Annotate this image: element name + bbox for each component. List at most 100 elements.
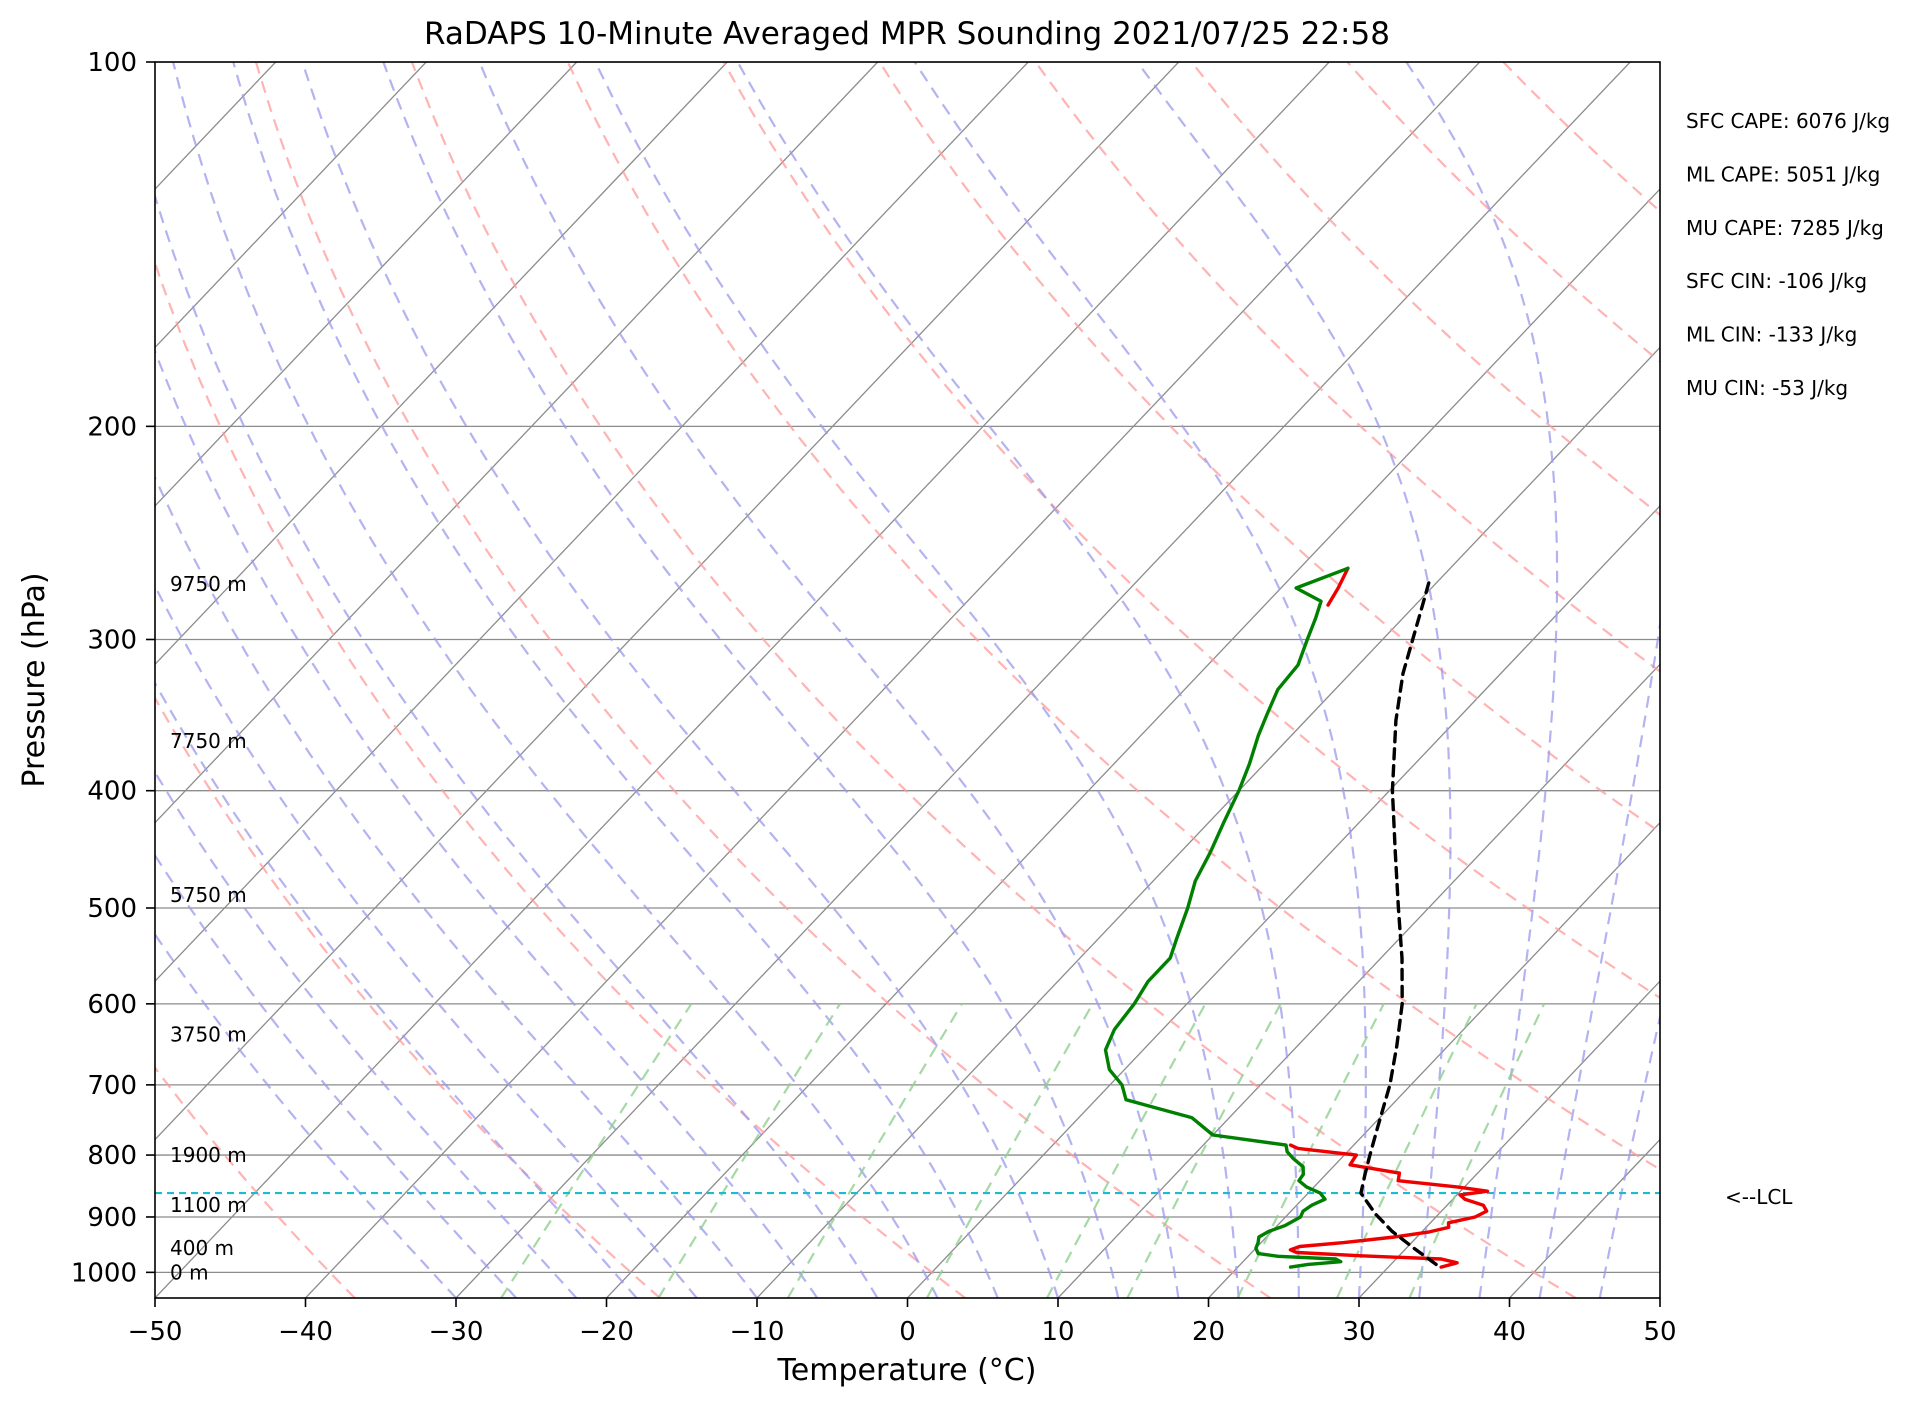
dry-adiabat-line [410,62,1577,1298]
isotherm-line [1208,821,1660,1298]
moist-adiabat-line [1136,62,1452,1298]
x-tick-label: −10 [730,1317,785,1347]
isotherm-line [155,62,1029,983]
dry-adiabat-line [1658,62,1660,65]
moist-adiabat-line [232,62,999,1298]
moist-adiabat-line [155,680,638,1298]
height-label: 1900 m [170,1143,247,1167]
x-tick-label: −40 [278,1317,333,1347]
dry-adiabat-line [155,1066,356,1298]
isotherm-line [305,62,1481,1298]
moist-adiabat-line [155,932,457,1298]
plot-frame [154,61,1661,1299]
y-tick-label: 800 [87,1141,137,1171]
isotherm-line [155,62,427,349]
x-axis-label: Temperature (°C) [777,1353,1037,1388]
mixing-ratio-line [1126,1003,1282,1298]
isotherm-line [155,62,728,666]
dry-adiabat-line [1034,62,1660,673]
isotherm-line [155,62,1180,1141]
temperature-profile-line [1288,1143,1490,1269]
dry-adiabat-line [155,695,661,1298]
moist-adiabat-line [594,62,1240,1298]
dry-adiabat-line [722,62,1660,1000]
x-tick-label: 30 [1342,1317,1375,1347]
height-label: 5750 m [170,883,247,907]
y-tick-label: 700 [87,1071,137,1101]
x-tick-label: 20 [1192,1317,1225,1347]
background-lines [155,62,1925,1298]
y-tick-label: 300 [87,625,137,655]
height-label: 9750 m [170,572,247,596]
isotherm-line [155,62,879,824]
moist-adiabat-line [1598,1012,1660,1298]
moist-adiabat-line [155,348,819,1298]
stats-labels: SFC CAPE: 6076 J/kg ML CAPE: 5051 J/kg MU … [1686,109,1890,400]
moist-adiabat-line [155,853,518,1298]
moist-adiabat-line [172,62,939,1298]
mixing-ratio-line [1408,1003,1546,1298]
isotherm-line [1358,980,1660,1298]
isotherm-line [155,62,1330,1298]
moist-adiabat-line [382,62,1120,1298]
x-tick-label: −50 [128,1317,183,1347]
isotherm-line [606,188,1660,1298]
y-axis-label: Pressure (hPa) [17,572,52,787]
stat-label: MU CIN: -53 J/kg [1686,376,1848,400]
moist-adiabat-line [736,62,1300,1298]
isotherm-line [1057,663,1660,1298]
moist-adiabat-line [155,583,698,1298]
moist-adiabat-line [913,62,1367,1298]
dry-adiabat-line [1502,62,1660,213]
moist-adiabat-line [1538,617,1660,1298]
x-tick-label: 40 [1493,1317,1526,1347]
y-tick-label: 200 [87,412,137,442]
series-layer [1103,566,1490,1269]
parcel-profile-line [1359,574,1438,1267]
height-label: 7750 m [170,729,247,753]
y-axis-ticks: 100 200 300 400 500 600 700 800 900 1000 [71,48,155,1288]
isotherm-line [907,504,1660,1298]
x-tick-label: 0 [899,1317,916,1347]
isotherm-line [1659,1297,1660,1298]
moist-adiabat-line [478,62,1180,1298]
height-label: 400 m [170,1236,234,1260]
dry-adiabat-line [1815,62,1925,1298]
height-label: 1100 m [170,1193,247,1217]
x-tick-label: 50 [1643,1317,1676,1347]
x-tick-label: −30 [429,1317,484,1347]
mixing-ratio-line [657,1003,841,1298]
moist-adiabat-line [1658,1293,1660,1298]
mixing-ratio-line [1336,1003,1478,1298]
moist-adiabat-line [155,192,879,1298]
dewpoint-profile-line [1103,566,1350,1269]
y-tick-label: 500 [87,894,137,924]
y-tick-label: 100 [87,48,137,78]
x-axis-ticks: −50 −40 −30 −20 −10 0 10 20 30 40 50 [128,1298,1677,1347]
height-label: 0 m [170,1260,209,1284]
y-tick-label: 1000 [71,1258,137,1288]
mixing-ratio-line [1046,1003,1207,1298]
dry-adiabat-line [254,62,1272,1298]
isotherm-line [155,62,578,507]
mixing-ratio-line [500,1003,693,1298]
dry-adiabat-line [1346,62,1660,364]
dry-adiabat-line [1190,62,1660,517]
y-tick-label: 400 [87,777,137,807]
dry-adiabat-line [566,62,1660,1171]
height-label: 3750 m [170,1022,247,1046]
dry-adiabat-line [155,259,966,1298]
moist-adiabat-line [301,62,1060,1298]
dry-adiabat-line [878,62,1660,834]
stat-label: ML CIN: -133 J/kg [1686,323,1857,347]
stat-label: SFC CAPE: 6076 J/kg [1686,109,1890,133]
stat-label: MU CAPE: 7285 J/kg [1686,216,1884,240]
isotherm-line [756,346,1660,1298]
mixing-ratio-line [925,1003,1094,1298]
x-tick-label: −20 [579,1317,634,1347]
y-tick-label: 600 [87,990,137,1020]
x-tick-label: 10 [1041,1317,1074,1347]
mixing-ratio-line [786,1003,963,1298]
